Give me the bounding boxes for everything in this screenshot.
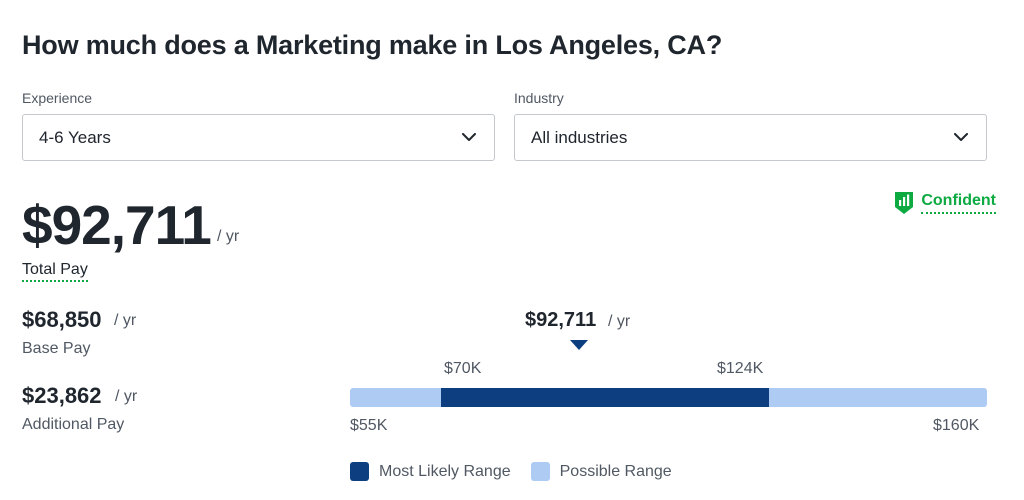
likely-low-label: $70K bbox=[444, 360, 482, 377]
possible-high-label: $160K bbox=[933, 417, 980, 434]
legend-label-likely: Most Likely Range bbox=[379, 462, 511, 480]
industry-label: Industry bbox=[514, 90, 564, 106]
legend-swatch-likely bbox=[350, 462, 369, 481]
bar-chart-shield-icon bbox=[893, 190, 915, 216]
possible-range-bar bbox=[350, 388, 987, 407]
confidence-badge[interactable]: Confident bbox=[893, 190, 996, 216]
chevron-down-icon bbox=[460, 129, 478, 147]
base-pay-unit: / yr bbox=[114, 312, 137, 329]
range-marker-unit: / yr bbox=[608, 313, 631, 330]
additional-pay-label: Additional Pay bbox=[22, 416, 125, 433]
confidence-label: Confident bbox=[921, 192, 996, 214]
possible-low-label: $55K bbox=[350, 417, 388, 434]
base-pay-label: Base Pay bbox=[22, 340, 91, 357]
legend-item-likely: Most Likely Range bbox=[350, 462, 511, 481]
base-pay-amount: $68,850 bbox=[22, 307, 102, 332]
legend-item-possible: Possible Range bbox=[530, 462, 672, 481]
additional-pay-unit: / yr bbox=[115, 388, 138, 405]
experience-select[interactable]: 4-6 Years bbox=[22, 114, 495, 161]
industry-value: All industries bbox=[531, 127, 628, 147]
experience-label: Experience bbox=[22, 90, 93, 106]
chevron-down-icon bbox=[952, 129, 970, 147]
range-marker-arrow bbox=[570, 340, 588, 350]
likely-high-label: $124K bbox=[717, 360, 764, 377]
legend-label-possible: Possible Range bbox=[559, 462, 672, 480]
total-pay-unit: / yr bbox=[217, 228, 240, 245]
total-pay-label[interactable]: Total Pay bbox=[22, 261, 88, 282]
legend-swatch-possible bbox=[530, 462, 550, 481]
range-marker-value: $92,711 bbox=[525, 309, 597, 331]
page-title: How much does a Marketing make in Los An… bbox=[22, 30, 723, 60]
range-legend: Most Likely Range Possible Range bbox=[350, 462, 692, 481]
experience-value: 4-6 Years bbox=[39, 127, 111, 147]
likely-range-bar bbox=[441, 388, 769, 407]
additional-pay-amount: $23,862 bbox=[22, 383, 102, 408]
industry-select[interactable]: All industries bbox=[514, 114, 987, 161]
total-pay-amount: $92,711 bbox=[22, 194, 212, 256]
